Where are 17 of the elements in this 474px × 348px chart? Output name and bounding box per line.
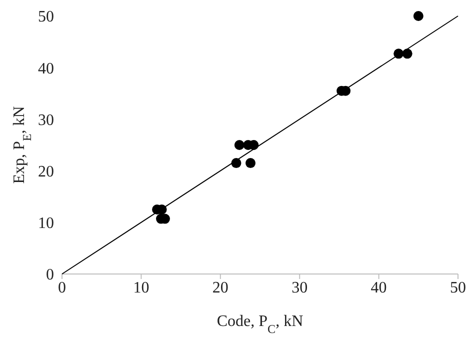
x-tick-label: 10: [133, 279, 150, 296]
x-tick-label: 20: [212, 279, 228, 296]
point: [245, 158, 256, 168]
point: [234, 140, 244, 150]
x-tick-label: 0: [58, 279, 66, 296]
point: [402, 48, 412, 59]
point: [413, 11, 424, 21]
x-tick-label: 50: [450, 279, 466, 296]
x-axis-title: Code, P$_{C}$, kN: [216, 313, 304, 336]
y-tick-label: 40: [38, 60, 54, 78]
y-tick-label: 50: [38, 8, 54, 26]
y-tick-label: 0: [46, 266, 54, 284]
x-tick-label: 40: [370, 279, 387, 296]
y-tick-label: 20: [38, 163, 54, 180]
y-tick-label: 10: [38, 215, 54, 232]
x-tick-label: 30: [292, 279, 308, 296]
y-tick-label: 30: [38, 112, 54, 129]
